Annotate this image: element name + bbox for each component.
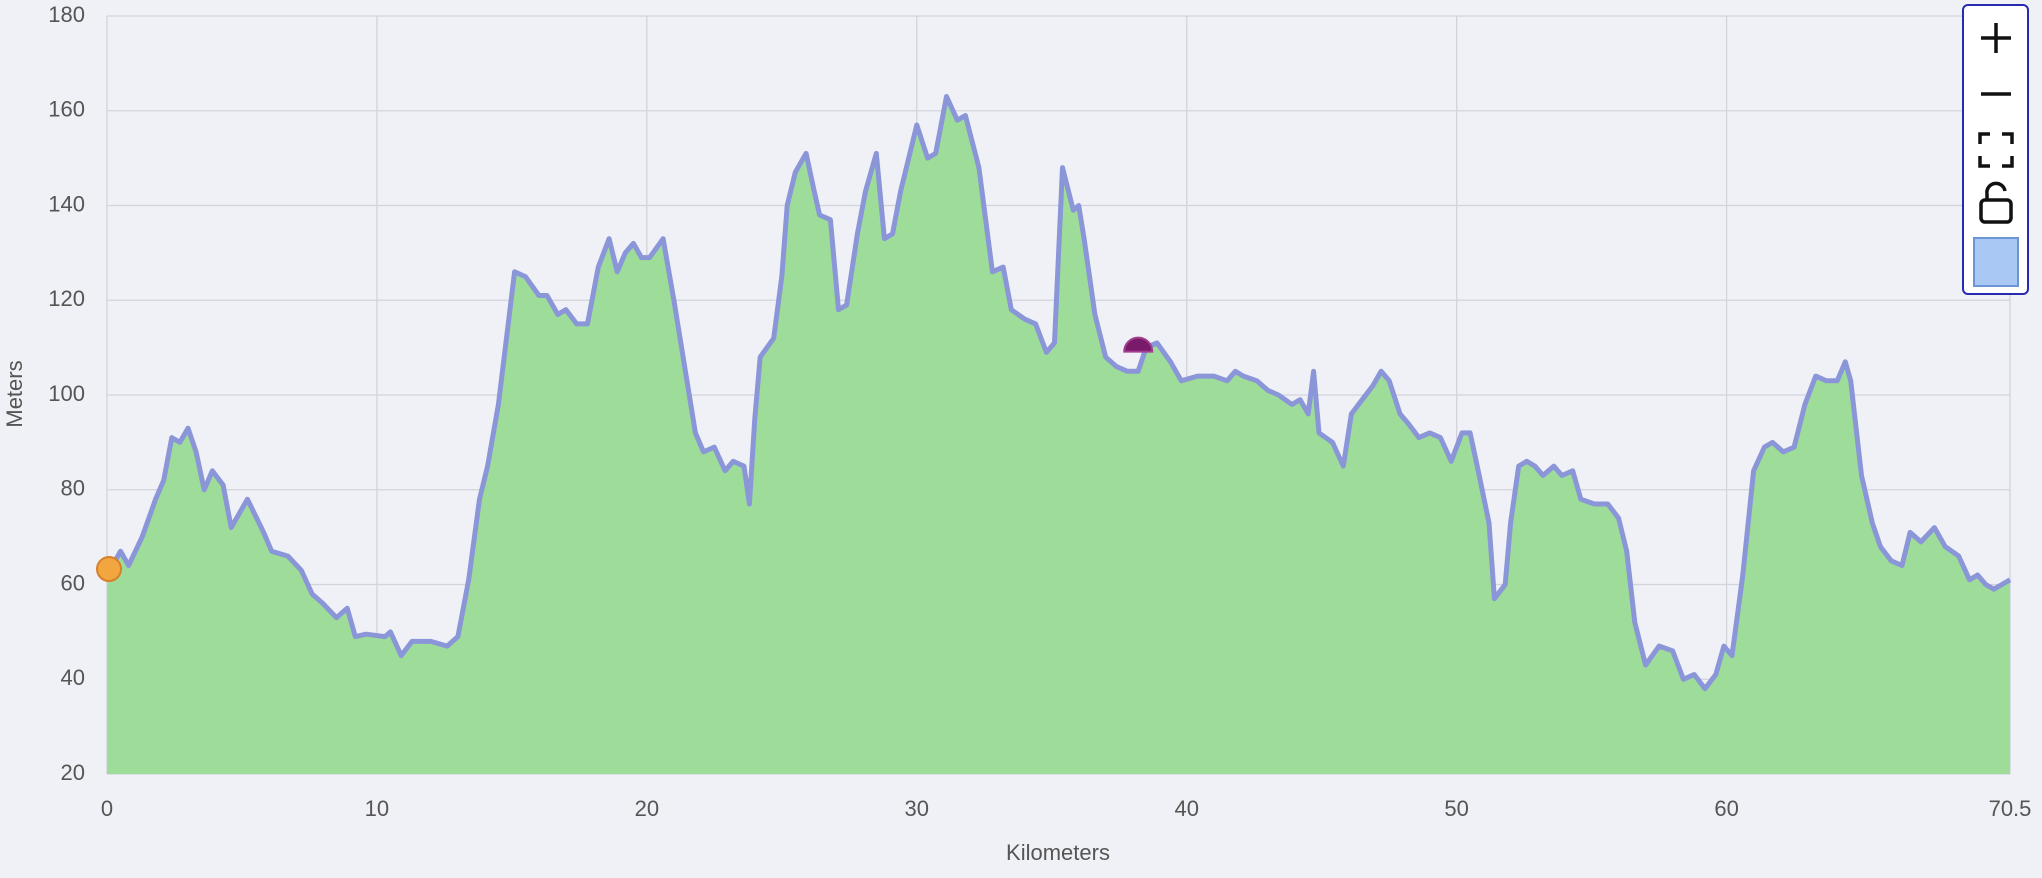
x-tick-label: 0 xyxy=(101,796,113,821)
lock-button[interactable] xyxy=(1979,181,2013,224)
fullscreen-button[interactable] xyxy=(1978,132,2014,168)
x-tick-label: 20 xyxy=(635,796,659,821)
position-marker xyxy=(1123,336,1154,353)
x-tick-label: 70.5 xyxy=(1989,796,2032,821)
x-tick-label: 60 xyxy=(1714,796,1738,821)
y-tick-label: 80 xyxy=(61,476,85,501)
start-marker xyxy=(96,556,122,583)
plot: 20 40 60 80 100 120 140 160 180 0 10 20 30 40 50 60 70.5 xyxy=(48,2,2031,821)
controls-panel xyxy=(1962,4,2029,295)
y-tick-label: 160 xyxy=(48,97,85,122)
x-tick-label: 40 xyxy=(1174,796,1198,821)
x-tick-label: 10 xyxy=(365,796,389,821)
y-tick-label: 120 xyxy=(48,286,85,311)
map-controls xyxy=(1962,4,2029,295)
y-tick-label: 40 xyxy=(61,665,85,690)
y-tick-label: 140 xyxy=(48,191,85,216)
zoom-in-button[interactable] xyxy=(1981,23,2011,53)
x-tick-label: 50 xyxy=(1444,796,1468,821)
layer-button[interactable] xyxy=(1973,237,2019,287)
x-axis-label: Kilometers xyxy=(1006,840,1110,865)
y-tick-label: 20 xyxy=(61,760,85,785)
y-tick-label: 100 xyxy=(48,381,85,406)
y-tick-label: 180 xyxy=(48,2,85,27)
y-tick-label: 60 xyxy=(61,570,85,595)
y-axis-label: Meters xyxy=(2,360,27,427)
elevation-line xyxy=(104,94,2012,692)
x-tick-label: 30 xyxy=(905,796,929,821)
elevation-fill xyxy=(107,96,2010,774)
